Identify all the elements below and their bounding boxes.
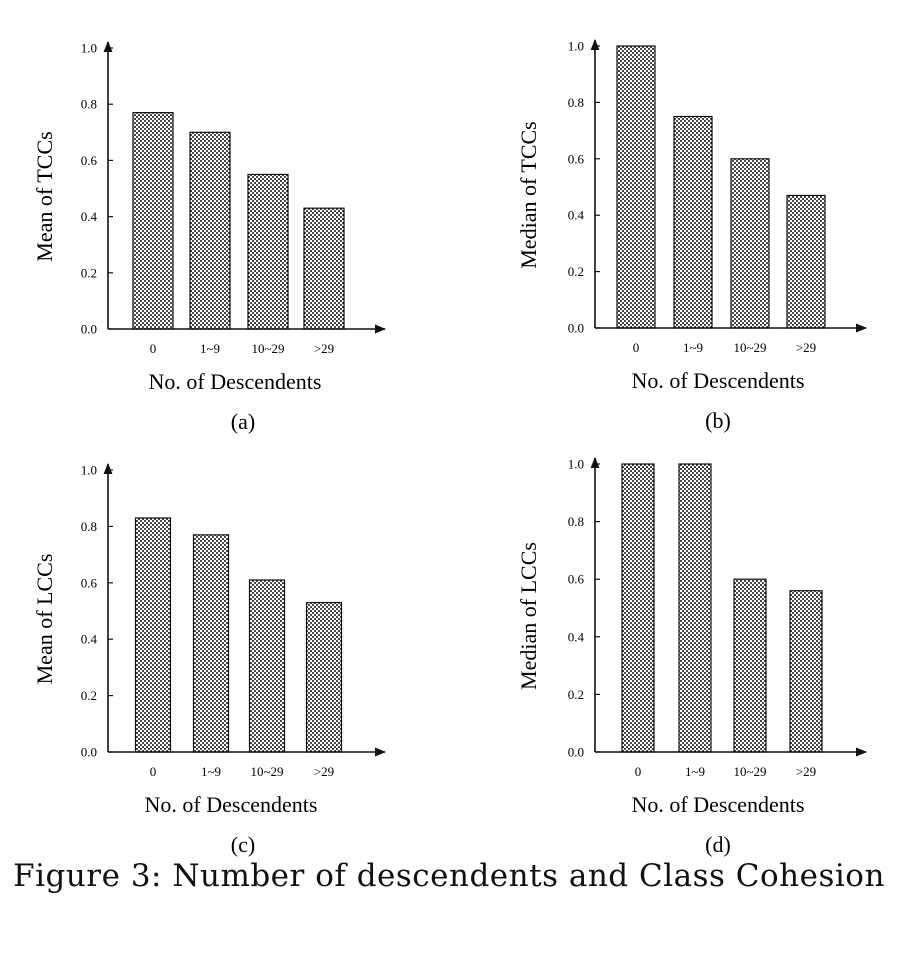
- y-tick-label-2-4: 0.6: [568, 151, 585, 166]
- panel-label-2: (b): [705, 408, 731, 433]
- chart-panel-4: 0.0 0.2 0.4 0.6 0.8 1.0 0 1~9 10~29 >29 No. of Des…: [516, 457, 868, 857]
- y-tick-label-1-3: 0.4: [81, 209, 98, 224]
- bar-1-1: [132, 112, 174, 330]
- x-tick-label-1-3: 10~29: [251, 341, 284, 356]
- y-tick-label-1-4: 0.6: [81, 153, 98, 168]
- y-tick-label-3-1: 0.0: [81, 745, 97, 760]
- x-tick-label-2-1: 0: [633, 340, 640, 355]
- y-tick-label-3-4: 0.6: [81, 575, 98, 590]
- y-tick-label-1-5: 0.8: [81, 97, 97, 112]
- y-tick-label-4-1: 0.0: [568, 745, 584, 760]
- y-axis-title-4: Median of LCCs: [516, 542, 541, 690]
- y-axis-title-1: Mean of TCCs: [32, 131, 57, 261]
- y-tick-label-1-6: 1.0: [81, 41, 97, 56]
- x-tick-label-4-1: 0: [635, 764, 642, 779]
- x-tick-label-1-1: 0: [150, 341, 157, 356]
- bar-3-4: [305, 601, 343, 753]
- bar-2-1: [616, 45, 656, 329]
- x-axis-title-2: No. of Descendents: [632, 368, 805, 393]
- x-tick-label-4-4: >29: [796, 764, 816, 779]
- y-tick-label-3-3: 0.4: [81, 632, 98, 647]
- y-tick-label-4-4: 0.6: [568, 572, 585, 587]
- figure-caption: Figure 3: Number of descendents and Clas…: [13, 858, 885, 894]
- panel-label-3: (c): [231, 832, 255, 857]
- x-axis-title-4: No. of Descendents: [632, 792, 805, 817]
- chart-panel-2: 0.0 0.2 0.4 0.6 0.8 1.0 0 1~9 10~29 >29 No. of Des…: [516, 39, 868, 433]
- x-tick-label-3-4: >29: [314, 764, 334, 779]
- y-tick-label-4-6: 1.0: [568, 457, 584, 472]
- chart-panel-1: 0.0 0.2 0.4 0.6 0.8 1.0 0 1~9 10~29 >29 No. of Des…: [32, 41, 387, 434]
- bar-1-4: [303, 207, 345, 330]
- bar-1-3: [247, 173, 289, 330]
- y-tick-label-2-1: 0.0: [568, 321, 584, 336]
- bar-4-3: [733, 578, 767, 753]
- bar-2-2: [673, 115, 713, 329]
- chart-panel-3: 0.0 0.2 0.4 0.6 0.8 1.0 0 1~9 10~29 >29 No. of Des…: [32, 463, 387, 857]
- panel-label-1: (a): [231, 409, 255, 434]
- bar-4-4: [789, 590, 823, 753]
- bar-4-2: [678, 463, 712, 753]
- x-axis-title-3: No. of Descendents: [145, 792, 318, 817]
- x-tick-label-3-3: 10~29: [250, 764, 283, 779]
- y-tick-label-2-2: 0.2: [568, 264, 584, 279]
- x-tick-label-4-3: 10~29: [733, 764, 766, 779]
- y-axis-title-2: Median of TCCs: [516, 121, 541, 268]
- bar-3-3: [248, 579, 286, 753]
- x-tick-label-1-2: 1~9: [200, 341, 220, 356]
- bar-3-1: [134, 517, 172, 753]
- y-tick-label-2-3: 0.4: [568, 208, 585, 223]
- x-tick-label-2-3: 10~29: [733, 340, 766, 355]
- y-axis-title-3: Mean of LCCs: [32, 554, 57, 685]
- x-tick-label-3-1: 0: [150, 764, 157, 779]
- y-tick-label-4-3: 0.4: [568, 629, 585, 644]
- x-tick-label-3-2: 1~9: [201, 764, 221, 779]
- y-tick-label-1-1: 0.0: [81, 322, 97, 337]
- x-tick-label-1-4: >29: [314, 341, 334, 356]
- bar-2-4: [786, 194, 826, 329]
- x-tick-label-4-2: 1~9: [685, 764, 705, 779]
- y-tick-label-1-2: 0.2: [81, 265, 97, 280]
- x-tick-label-2-4: >29: [796, 340, 816, 355]
- y-tick-label-2-5: 0.8: [568, 95, 584, 110]
- panel-label-4: (d): [705, 832, 731, 857]
- y-tick-label-4-5: 0.8: [568, 514, 584, 529]
- y-tick-label-2-6: 1.0: [568, 39, 584, 54]
- y-tick-label-3-6: 1.0: [81, 463, 97, 478]
- bar-4-1: [621, 463, 655, 753]
- y-tick-label-3-2: 0.2: [81, 688, 97, 703]
- x-tick-label-2-2: 1~9: [683, 340, 703, 355]
- y-tick-label-3-5: 0.8: [81, 519, 97, 534]
- x-axis-title-1: No. of Descendents: [149, 369, 322, 394]
- bar-1-2: [189, 131, 231, 330]
- bar-2-3: [730, 158, 770, 329]
- bar-3-2: [192, 534, 230, 753]
- y-tick-label-4-2: 0.2: [568, 687, 584, 702]
